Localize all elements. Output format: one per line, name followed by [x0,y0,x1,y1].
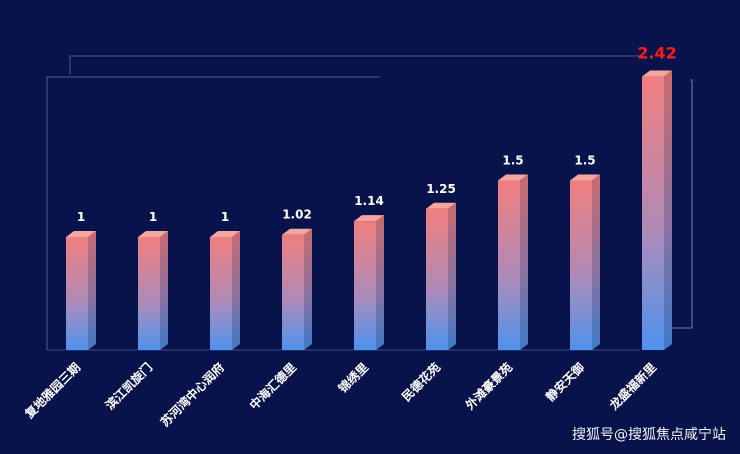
bar-top [138,231,168,237]
data-label: 2.42 [637,44,676,63]
bar-side [160,231,168,350]
bar [138,231,168,350]
bar [642,70,672,350]
watermark: 搜狐号@搜狐焦点咸宁站 [572,427,726,443]
bar-top [354,215,384,222]
data-label: 1 [149,210,157,224]
bar-side [376,215,384,350]
bar-top [642,70,672,77]
bar-side [304,228,312,350]
bar-side [88,231,96,350]
category-label: 锦绣里 [335,360,371,396]
bar-front [498,180,520,350]
bar [66,231,96,350]
bar-front [66,237,88,350]
data-label: 1.25 [426,182,456,196]
data-label: 1.02 [282,208,312,222]
category-label: 龙盛福新里 [606,360,659,413]
category-label: 中海汇德里 [246,360,299,413]
bar [570,174,600,350]
data-label: 1.5 [574,154,595,168]
bar [210,231,240,350]
category-label: 静安天御 [543,360,588,405]
category-label: 外滩豪景苑 [462,360,515,413]
bar-top [426,202,456,209]
bar-front [210,237,232,350]
bar-side [592,174,600,350]
category-label: 复地雅园三期 [21,360,83,422]
bar [354,215,384,350]
data-label: 1 [221,210,229,224]
bar [426,202,456,350]
bar [498,174,528,350]
bar-side [520,174,528,350]
bar-front [570,180,592,350]
bar [282,228,312,350]
bar-top [210,231,240,237]
bar-top [498,174,528,181]
category-label: 民德花苑 [399,360,444,405]
data-label: 1 [77,210,85,224]
bar-front [138,237,160,350]
data-label: 1.14 [354,194,384,208]
bars-group: 1 复地雅园三期 1 滨江凯旋门 1 苏河湾中心润府 1.02 中海汇德里 1.14 锦绣里 1.2… [21,44,677,430]
data-label: 1.5 [502,154,523,168]
bar-front [426,208,448,350]
bar-side [664,70,672,350]
category-label: 苏河湾中心润府 [157,360,227,430]
bar-side [448,202,456,350]
bar-front [354,221,376,350]
bar-front [282,234,304,350]
bar-top [282,228,312,235]
bar-front [642,76,664,350]
bar-top [570,174,600,181]
bar-top [66,231,96,237]
category-label: 滨江凯旋门 [102,360,155,413]
bar-side [232,231,240,350]
